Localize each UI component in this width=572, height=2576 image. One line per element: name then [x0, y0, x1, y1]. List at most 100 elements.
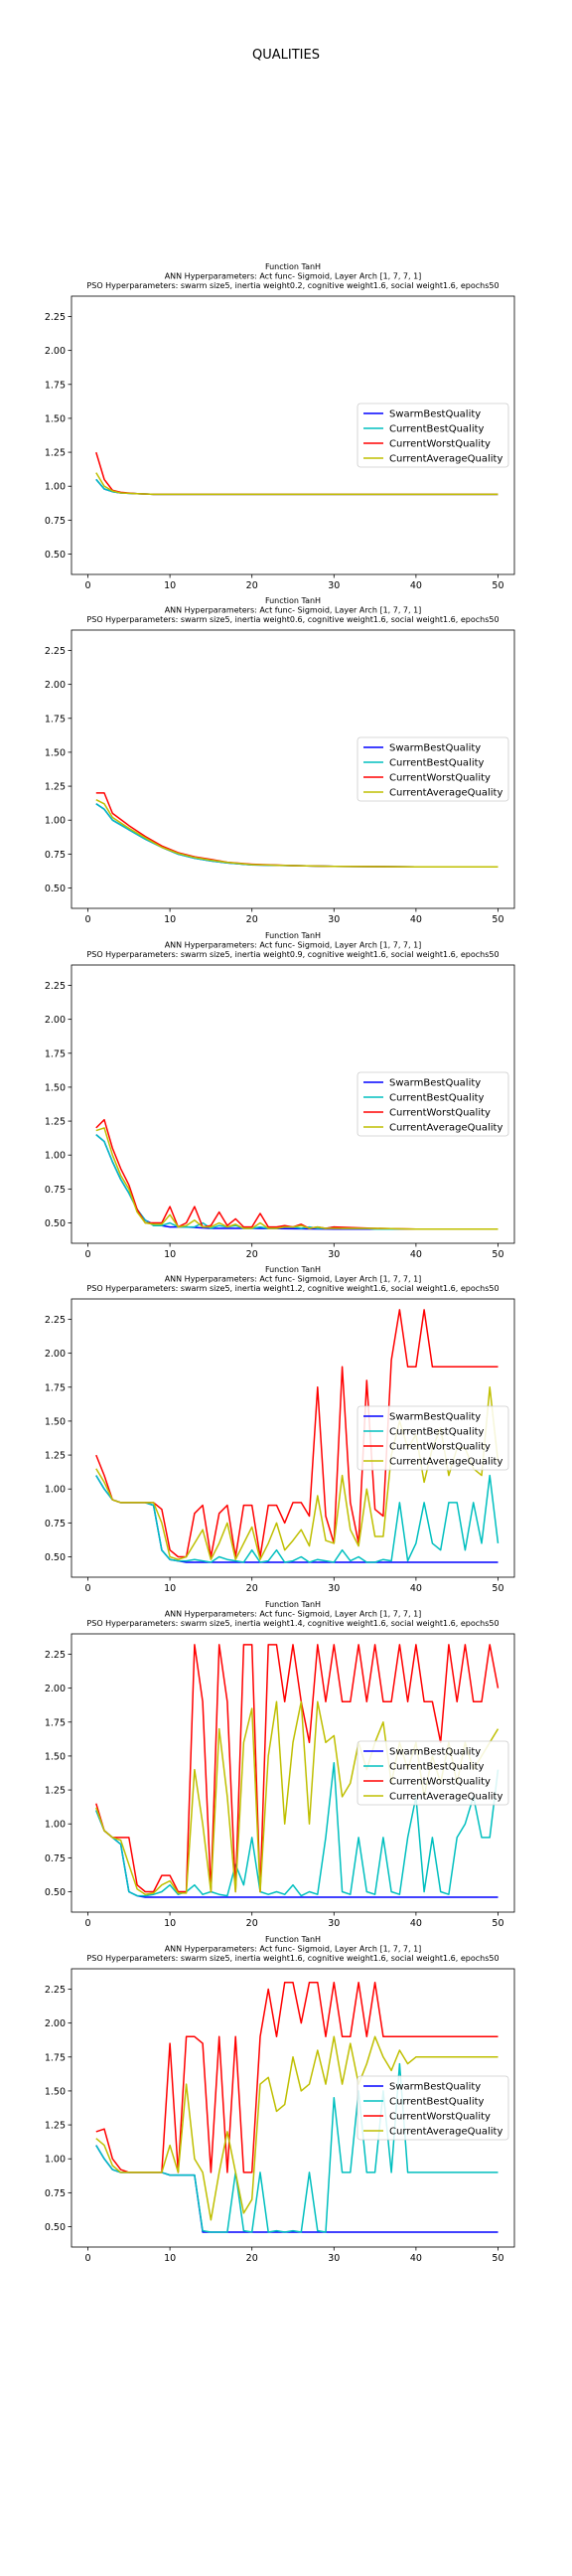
x-tick-label: 40	[410, 1249, 422, 1260]
y-tick-label: 1.75	[45, 1382, 66, 1393]
legend-label: CurrentAverageQuality	[389, 1457, 502, 1468]
subplot-title-line: Function TanH	[265, 1935, 321, 1944]
legend-label: CurrentWorstQuality	[389, 439, 491, 450]
legend-label: CurrentBestQuality	[389, 424, 485, 435]
subplot-title-line: PSO Hyperparameters: swarm size5, inerti…	[86, 615, 499, 624]
x-tick-label: 30	[328, 1918, 340, 1929]
y-tick-label: 2.00	[45, 1015, 66, 1026]
series-line-CurrentWorstQuality	[95, 792, 499, 869]
y-tick-label: 1.00	[45, 1485, 66, 1496]
x-tick-label: 40	[410, 2253, 422, 2264]
x-tick-label: 10	[164, 914, 176, 925]
subplot-title-line: Function TanH	[265, 596, 321, 605]
y-tick-label: 0.50	[45, 550, 66, 561]
y-tick-label: 1.00	[45, 1151, 66, 1162]
legend-box	[357, 402, 509, 468]
y-tick-label: 0.75	[45, 850, 66, 861]
x-tick-label: 20	[246, 914, 258, 925]
legend-label: CurrentWorstQuality	[389, 1442, 491, 1453]
y-tick-label: 2.00	[45, 1684, 66, 1694]
x-tick-label: 0	[84, 1249, 90, 1260]
legend-label: SwarmBestQuality	[389, 1747, 481, 1758]
series-line-CurrentBestQuality	[95, 2062, 499, 2233]
x-tick-label: 50	[492, 1918, 503, 1929]
series-line-CurrentWorstQuality	[95, 1309, 499, 1558]
x-tick-label: 30	[328, 2253, 340, 2264]
axes-frame	[71, 964, 515, 1244]
x-tick-label: 50	[492, 1249, 503, 1260]
y-tick-label: 0.50	[45, 1218, 66, 1229]
subplot-title-line: ANN Hyperparameters: Act func- Sigmoid, …	[165, 606, 422, 615]
axes-frame	[71, 1968, 515, 2248]
subplot-title-line: ANN Hyperparameters: Act func- Sigmoid, …	[165, 1275, 422, 1284]
legend-label: CurrentAverageQuality	[389, 1792, 502, 1803]
y-tick-label: 2.25	[45, 646, 66, 657]
subplot-title-line: PSO Hyperparameters: swarm size5, inerti…	[86, 1284, 499, 1293]
x-tick-label: 40	[410, 914, 422, 925]
series-line-CurrentWorstQuality	[95, 1981, 499, 2174]
y-tick-label: 1.50	[45, 2086, 66, 2097]
y-tick-label: 2.25	[45, 1650, 66, 1661]
subplot-title-line: ANN Hyperparameters: Act func- Sigmoid, …	[165, 941, 422, 950]
subplot-title-line: Function TanH	[265, 1265, 321, 1274]
legend-label: SwarmBestQuality	[389, 409, 481, 420]
x-tick-label: 10	[164, 2253, 176, 2264]
y-tick-label: 2.25	[45, 981, 66, 992]
y-tick-label: 1.25	[45, 1786, 66, 1797]
y-tick-label: 1.00	[45, 816, 66, 827]
legend-label: CurrentAverageQuality	[389, 788, 502, 799]
x-tick-label: 0	[84, 914, 90, 925]
legend-label: CurrentWorstQuality	[389, 1108, 491, 1119]
subplot-title-line: Function TanH	[265, 1600, 321, 1609]
legend-label: SwarmBestQuality	[389, 1412, 481, 1423]
y-tick-label: 0.50	[45, 2222, 66, 2233]
axes-frame	[71, 1633, 515, 1913]
legend-label: CurrentWorstQuality	[389, 773, 491, 784]
legend-box	[357, 2075, 509, 2141]
y-tick-label: 0.75	[45, 1853, 66, 1864]
legend-label: CurrentAverageQuality	[389, 2127, 502, 2138]
y-tick-label: 1.00	[45, 2155, 66, 2166]
legend-label: CurrentAverageQuality	[389, 1123, 502, 1134]
series-line-CurrentAverageQuality	[95, 1127, 499, 1230]
x-tick-label: 10	[164, 580, 176, 591]
x-tick-label: 50	[492, 2253, 503, 2264]
x-tick-label: 10	[164, 1583, 176, 1594]
subplot-title-line: ANN Hyperparameters: Act func- Sigmoid, …	[165, 272, 422, 281]
y-tick-label: 1.50	[45, 1416, 66, 1427]
y-tick-label: 2.00	[45, 346, 66, 357]
series-line-CurrentBestQuality	[95, 803, 499, 869]
y-tick-label: 2.25	[45, 1985, 66, 1996]
y-tick-label: 2.00	[45, 1349, 66, 1360]
y-tick-label: 0.75	[45, 1519, 66, 1530]
y-tick-label: 1.25	[45, 1451, 66, 1462]
y-tick-label: 1.50	[45, 413, 66, 424]
series-line-CurrentBestQuality	[95, 1762, 500, 1897]
subplot-title-line: PSO Hyperparameters: swarm size5, inerti…	[86, 1954, 499, 1963]
series-line-SwarmBestQuality	[95, 478, 499, 496]
x-tick-label: 40	[410, 580, 422, 591]
y-tick-label: 2.25	[45, 312, 66, 323]
series-line-CurrentBestQuality	[95, 478, 499, 496]
x-tick-label: 20	[246, 1918, 258, 1929]
y-tick-label: 0.50	[45, 1552, 66, 1563]
x-tick-label: 20	[246, 1249, 258, 1260]
x-tick-label: 0	[84, 2253, 90, 2264]
y-tick-label: 1.00	[45, 1820, 66, 1831]
subplot-title-line: ANN Hyperparameters: Act func- Sigmoid, …	[165, 1945, 422, 1954]
legend-box	[357, 1740, 509, 1806]
x-tick-label: 10	[164, 1918, 176, 1929]
figure-title: QUALITIES	[252, 48, 320, 63]
x-tick-label: 30	[328, 914, 340, 925]
legend-label: SwarmBestQuality	[389, 743, 481, 754]
legend-label: CurrentWorstQuality	[389, 1777, 491, 1788]
x-tick-label: 50	[492, 914, 503, 925]
x-tick-label: 30	[328, 1583, 340, 1594]
y-tick-label: 0.50	[45, 1887, 66, 1898]
x-tick-label: 50	[492, 580, 503, 591]
x-tick-label: 20	[246, 1583, 258, 1594]
y-tick-label: 1.00	[45, 482, 66, 493]
